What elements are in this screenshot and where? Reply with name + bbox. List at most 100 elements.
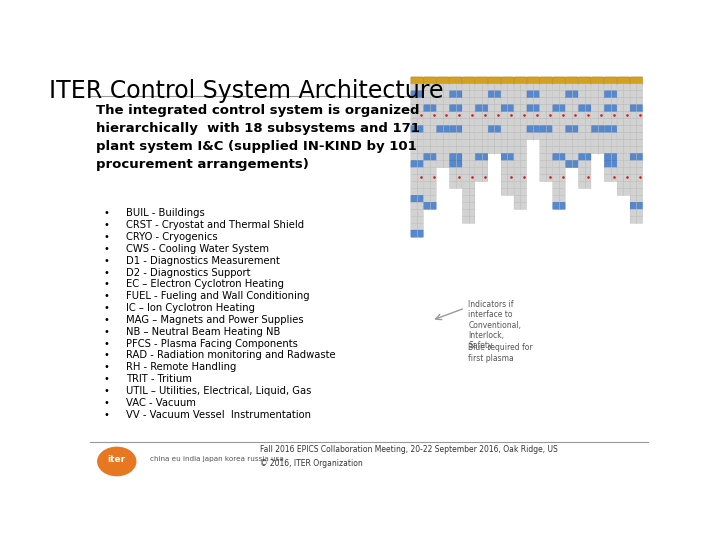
FancyBboxPatch shape xyxy=(501,181,513,188)
FancyBboxPatch shape xyxy=(514,188,526,195)
FancyBboxPatch shape xyxy=(436,91,449,98)
Text: •: • xyxy=(104,374,110,384)
FancyBboxPatch shape xyxy=(630,98,642,105)
FancyBboxPatch shape xyxy=(501,84,513,91)
FancyBboxPatch shape xyxy=(604,105,617,112)
FancyBboxPatch shape xyxy=(462,119,475,126)
FancyBboxPatch shape xyxy=(566,146,578,154)
FancyBboxPatch shape xyxy=(591,105,604,112)
FancyBboxPatch shape xyxy=(630,188,642,195)
FancyBboxPatch shape xyxy=(514,84,526,91)
FancyBboxPatch shape xyxy=(462,195,475,202)
FancyBboxPatch shape xyxy=(579,119,591,126)
Text: EC – Electron Cyclotron Heating: EC – Electron Cyclotron Heating xyxy=(126,279,284,289)
FancyBboxPatch shape xyxy=(540,112,552,119)
FancyBboxPatch shape xyxy=(540,91,552,98)
FancyBboxPatch shape xyxy=(514,160,526,167)
Text: CRYO - Cryogenics: CRYO - Cryogenics xyxy=(126,232,218,242)
FancyBboxPatch shape xyxy=(501,133,513,140)
FancyBboxPatch shape xyxy=(449,133,462,140)
FancyBboxPatch shape xyxy=(501,188,513,195)
Text: RH - Remote Handling: RH - Remote Handling xyxy=(126,362,237,372)
Text: CRST - Cryostat and Thermal Shield: CRST - Cryostat and Thermal Shield xyxy=(126,220,305,230)
FancyBboxPatch shape xyxy=(462,202,475,210)
FancyBboxPatch shape xyxy=(436,119,449,126)
FancyBboxPatch shape xyxy=(514,146,526,154)
FancyBboxPatch shape xyxy=(553,119,565,126)
FancyBboxPatch shape xyxy=(514,119,526,126)
FancyBboxPatch shape xyxy=(617,188,630,195)
FancyBboxPatch shape xyxy=(617,146,630,154)
FancyBboxPatch shape xyxy=(424,133,436,140)
FancyBboxPatch shape xyxy=(630,133,642,140)
FancyBboxPatch shape xyxy=(488,105,500,112)
FancyBboxPatch shape xyxy=(424,139,436,147)
FancyBboxPatch shape xyxy=(488,119,500,126)
Text: VAC - Vacuum: VAC - Vacuum xyxy=(126,398,196,408)
Text: TRIT - Tritium: TRIT - Tritium xyxy=(126,374,192,384)
FancyBboxPatch shape xyxy=(475,126,488,133)
FancyBboxPatch shape xyxy=(449,160,462,167)
FancyBboxPatch shape xyxy=(462,91,475,98)
FancyBboxPatch shape xyxy=(436,84,449,91)
FancyBboxPatch shape xyxy=(617,112,630,119)
FancyBboxPatch shape xyxy=(449,84,462,91)
FancyBboxPatch shape xyxy=(630,209,642,217)
Text: MAG – Magnets and Power Supplies: MAG – Magnets and Power Supplies xyxy=(126,315,304,325)
FancyBboxPatch shape xyxy=(630,174,642,181)
FancyBboxPatch shape xyxy=(553,91,565,98)
Text: •: • xyxy=(104,208,110,218)
FancyBboxPatch shape xyxy=(475,139,488,147)
FancyBboxPatch shape xyxy=(527,77,539,84)
FancyBboxPatch shape xyxy=(436,126,449,133)
FancyBboxPatch shape xyxy=(501,77,513,84)
FancyBboxPatch shape xyxy=(488,84,500,91)
FancyBboxPatch shape xyxy=(449,77,462,84)
FancyBboxPatch shape xyxy=(475,160,488,167)
FancyBboxPatch shape xyxy=(449,119,462,126)
FancyBboxPatch shape xyxy=(617,174,630,181)
Text: •: • xyxy=(104,398,110,408)
FancyBboxPatch shape xyxy=(424,112,436,119)
FancyBboxPatch shape xyxy=(411,230,423,237)
Text: NB – Neutral Beam Heating NB: NB – Neutral Beam Heating NB xyxy=(126,327,281,337)
FancyBboxPatch shape xyxy=(604,160,617,167)
FancyBboxPatch shape xyxy=(462,216,475,224)
FancyBboxPatch shape xyxy=(630,181,642,188)
FancyBboxPatch shape xyxy=(501,105,513,112)
FancyBboxPatch shape xyxy=(411,223,423,230)
FancyBboxPatch shape xyxy=(514,195,526,202)
FancyBboxPatch shape xyxy=(566,133,578,140)
FancyBboxPatch shape xyxy=(475,91,488,98)
FancyBboxPatch shape xyxy=(449,146,462,154)
FancyBboxPatch shape xyxy=(617,181,630,188)
FancyBboxPatch shape xyxy=(591,146,604,154)
Text: VV - Vacuum Vessel  Instrumentation: VV - Vacuum Vessel Instrumentation xyxy=(126,410,311,420)
Text: iter: iter xyxy=(108,455,126,464)
Text: china eu india japan korea russia usa: china eu india japan korea russia usa xyxy=(150,456,284,462)
FancyBboxPatch shape xyxy=(514,126,526,133)
FancyBboxPatch shape xyxy=(424,188,436,195)
Text: •: • xyxy=(104,279,110,289)
FancyBboxPatch shape xyxy=(553,181,565,188)
FancyBboxPatch shape xyxy=(436,133,449,140)
FancyBboxPatch shape xyxy=(475,133,488,140)
FancyBboxPatch shape xyxy=(617,153,630,161)
FancyBboxPatch shape xyxy=(630,77,642,84)
FancyBboxPatch shape xyxy=(579,181,591,188)
FancyBboxPatch shape xyxy=(462,77,475,84)
FancyBboxPatch shape xyxy=(411,139,423,147)
Text: •: • xyxy=(104,291,110,301)
Text: •: • xyxy=(104,410,110,420)
FancyBboxPatch shape xyxy=(540,126,552,133)
FancyBboxPatch shape xyxy=(579,153,591,161)
FancyBboxPatch shape xyxy=(462,167,475,174)
FancyBboxPatch shape xyxy=(411,209,423,217)
FancyBboxPatch shape xyxy=(462,209,475,217)
FancyBboxPatch shape xyxy=(411,126,423,133)
FancyBboxPatch shape xyxy=(411,195,423,202)
FancyBboxPatch shape xyxy=(501,174,513,181)
FancyBboxPatch shape xyxy=(591,119,604,126)
Text: •: • xyxy=(104,267,110,278)
FancyBboxPatch shape xyxy=(449,167,462,174)
